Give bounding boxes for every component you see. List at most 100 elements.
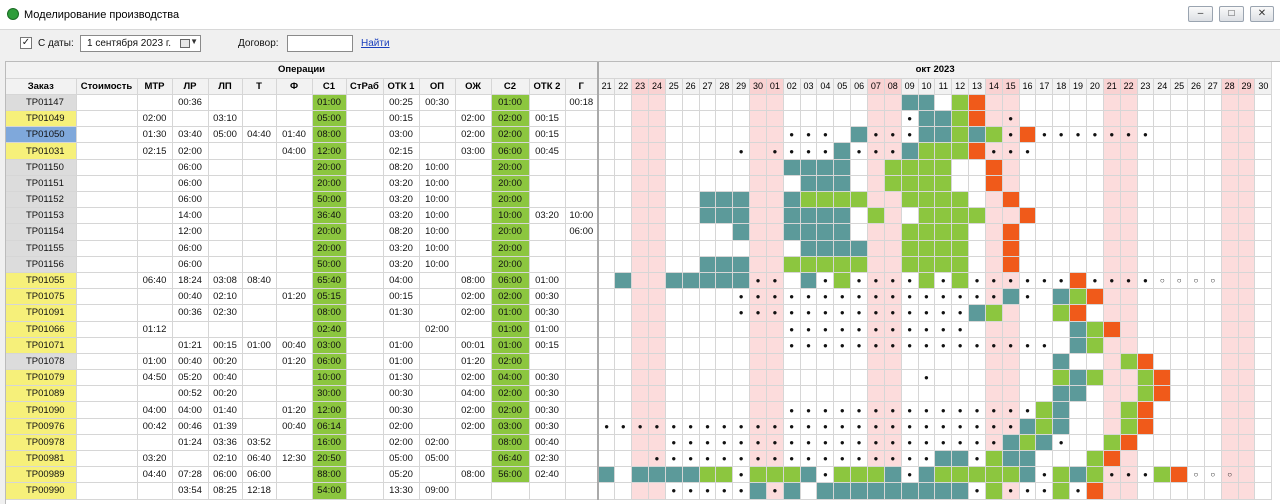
schedule-cell[interactable] bbox=[715, 321, 734, 338]
schedule-cell[interactable] bbox=[715, 175, 734, 193]
schedule-cell[interactable] bbox=[1052, 288, 1071, 306]
schedule-cell[interactable] bbox=[1137, 369, 1155, 387]
schedule-cell[interactable] bbox=[715, 288, 734, 306]
schedule-cell[interactable] bbox=[1069, 369, 1087, 387]
table-row[interactable]: ТР01153 14:00 36:40 03:20 10:00 10:00 03:20 10:… bbox=[6, 207, 1273, 225]
minimize-button[interactable]: – bbox=[1188, 6, 1213, 22]
schedule-cell[interactable] bbox=[1187, 223, 1205, 241]
otk2-cell[interactable]: 00:30 bbox=[529, 304, 566, 322]
schedule-cell[interactable] bbox=[1052, 466, 1071, 484]
schedule-cell[interactable] bbox=[1204, 482, 1222, 500]
otk2-cell[interactable] bbox=[529, 175, 566, 193]
cost-cell[interactable] bbox=[76, 207, 138, 225]
schedule-cell[interactable] bbox=[614, 110, 633, 128]
order-cell[interactable]: ТР00990 bbox=[6, 482, 77, 500]
mtr-cell[interactable] bbox=[137, 94, 173, 112]
schedule-cell[interactable] bbox=[732, 191, 751, 209]
schedule-cell[interactable] bbox=[918, 175, 936, 193]
lp-cell[interactable]: 02:10 bbox=[208, 450, 243, 468]
schedule-cell[interactable] bbox=[598, 175, 616, 193]
c2-cell[interactable]: 20:00 bbox=[491, 240, 530, 257]
schedule-cell[interactable] bbox=[850, 256, 868, 273]
schedule-cell[interactable] bbox=[918, 385, 936, 403]
column-header[interactable]: Ф bbox=[276, 78, 313, 95]
c2-cell[interactable]: 20:00 bbox=[491, 175, 530, 193]
schedule-cell[interactable] bbox=[1170, 337, 1189, 354]
schedule-cell[interactable] bbox=[699, 142, 717, 160]
schedule-cell[interactable] bbox=[1254, 304, 1273, 322]
schedule-cell[interactable] bbox=[850, 223, 868, 241]
g-cell[interactable] bbox=[565, 353, 599, 371]
schedule-cell[interactable] bbox=[1103, 288, 1121, 306]
schedule-cell[interactable] bbox=[816, 191, 835, 209]
otk1-cell[interactable]: 03:20 bbox=[383, 207, 420, 225]
table-row[interactable]: ТР01154 12:00 20:00 08:20 10:00 20:00 06:00 bbox=[6, 223, 1273, 241]
oj-cell[interactable]: 02:00 bbox=[455, 401, 492, 419]
schedule-cell[interactable]: ● bbox=[783, 434, 801, 452]
schedule-cell[interactable] bbox=[665, 337, 683, 354]
schedule-cell[interactable] bbox=[1221, 434, 1239, 452]
lr-cell[interactable]: 06:00 bbox=[172, 159, 209, 176]
cost-cell[interactable] bbox=[76, 256, 138, 273]
schedule-cell[interactable] bbox=[884, 353, 902, 371]
column-header[interactable]: ОТК 2 bbox=[529, 78, 566, 95]
column-header[interactable]: ЛП bbox=[208, 78, 243, 95]
table-row[interactable]: ТР01079 04:50 05:20 00:40 10:00 01:30 02:00 04:… bbox=[6, 369, 1273, 387]
op-cell[interactable]: 02:00 bbox=[419, 321, 456, 338]
order-cell[interactable]: ТР01091 bbox=[6, 304, 77, 322]
c2-cell[interactable]: 02:00 bbox=[491, 110, 530, 128]
schedule-cell[interactable] bbox=[665, 142, 683, 160]
schedule-cell[interactable] bbox=[1035, 240, 1054, 257]
strab-cell[interactable] bbox=[346, 466, 384, 484]
op-cell[interactable] bbox=[419, 401, 456, 419]
schedule-cell[interactable]: ● bbox=[732, 482, 751, 500]
schedule-cell[interactable]: ● bbox=[884, 126, 902, 144]
schedule-cell[interactable] bbox=[850, 353, 868, 371]
order-cell[interactable]: ТР01155 bbox=[6, 240, 77, 257]
schedule-cell[interactable] bbox=[1170, 288, 1189, 306]
table-row[interactable]: ТР01031 02:15 02:00 04:00 12:00 02:15 03:00 06:… bbox=[6, 142, 1273, 160]
schedule-cell[interactable] bbox=[951, 385, 970, 403]
schedule-cell[interactable] bbox=[648, 175, 666, 193]
schedule-cell[interactable] bbox=[614, 321, 633, 338]
op-cell[interactable] bbox=[419, 337, 456, 354]
schedule-cell[interactable]: ○ bbox=[1221, 466, 1239, 484]
f-cell[interactable] bbox=[276, 321, 313, 338]
schedule-cell[interactable] bbox=[1187, 434, 1205, 452]
schedule-cell[interactable]: ● bbox=[901, 450, 919, 468]
schedule-cell[interactable] bbox=[1002, 434, 1020, 452]
op-cell[interactable] bbox=[419, 110, 456, 128]
schedule-cell[interactable] bbox=[1002, 304, 1020, 322]
g-cell[interactable] bbox=[565, 321, 599, 338]
schedule-cell[interactable] bbox=[648, 159, 666, 176]
schedule-cell[interactable] bbox=[1120, 223, 1138, 241]
schedule-cell[interactable] bbox=[1137, 159, 1155, 176]
schedule-cell[interactable] bbox=[715, 191, 734, 209]
schedule-cell[interactable] bbox=[648, 288, 666, 306]
g-cell[interactable]: 06:00 bbox=[565, 223, 599, 241]
c1-cell[interactable]: 20:00 bbox=[312, 175, 347, 193]
cost-cell[interactable] bbox=[76, 240, 138, 257]
schedule-cell[interactable]: ● bbox=[800, 321, 818, 338]
schedule-cell[interactable] bbox=[1069, 272, 1087, 290]
schedule-cell[interactable] bbox=[968, 466, 986, 484]
oj-cell[interactable]: 02:00 bbox=[455, 418, 492, 435]
schedule-cell[interactable] bbox=[598, 272, 616, 290]
schedule-cell[interactable] bbox=[800, 207, 818, 225]
schedule-cell[interactable] bbox=[1002, 353, 1020, 371]
schedule-cell[interactable] bbox=[1035, 353, 1054, 371]
schedule-cell[interactable] bbox=[850, 110, 868, 128]
t-cell[interactable] bbox=[242, 401, 277, 419]
schedule-cell[interactable] bbox=[951, 94, 970, 112]
order-cell[interactable]: ТР01156 bbox=[6, 256, 77, 273]
schedule-cell[interactable] bbox=[614, 288, 633, 306]
schedule-cell[interactable] bbox=[951, 159, 970, 176]
schedule-cell[interactable] bbox=[1086, 175, 1104, 193]
order-cell[interactable]: ТР01050 bbox=[6, 126, 77, 144]
schedule-cell[interactable] bbox=[884, 482, 902, 500]
otk2-cell[interactable] bbox=[529, 353, 566, 371]
schedule-cell[interactable] bbox=[648, 369, 666, 387]
otk2-cell[interactable] bbox=[529, 94, 566, 112]
schedule-cell[interactable] bbox=[1153, 418, 1172, 435]
schedule-cell[interactable] bbox=[1204, 256, 1222, 273]
